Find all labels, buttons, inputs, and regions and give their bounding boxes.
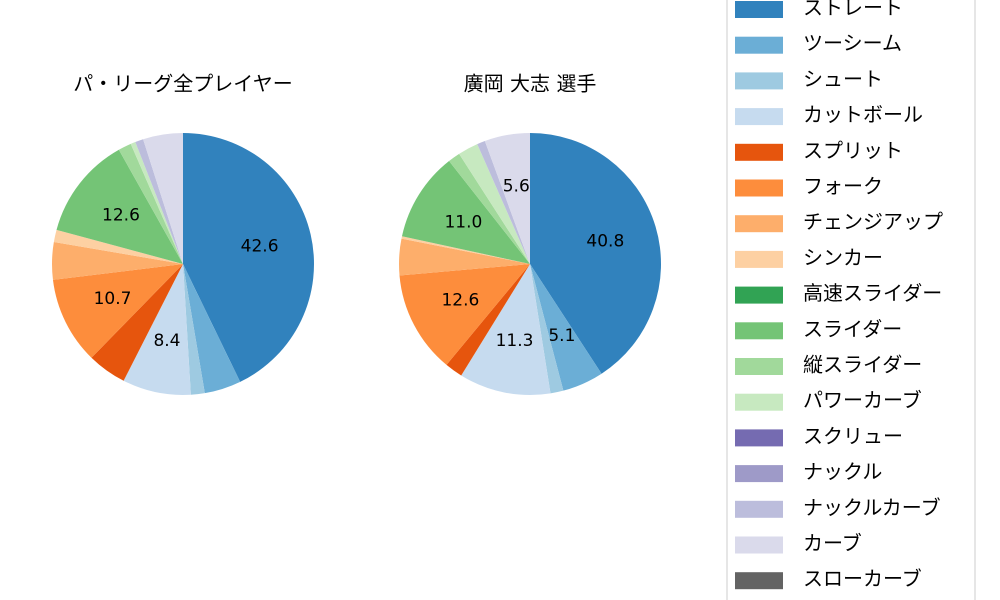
legend-label: ストレート (803, 0, 903, 20)
legend-swatch (735, 536, 783, 554)
chart-title: パ・リーグ全プレイヤー (73, 72, 292, 96)
legend-swatch (735, 358, 783, 375)
pie-slice (130, 141, 183, 264)
slice-label: 12.6 (441, 291, 479, 311)
legend-label: 縦スライダー (803, 353, 922, 377)
slice-label: 8.4 (153, 331, 180, 351)
pie-slice (56, 149, 183, 264)
slice-label: 10.7 (94, 289, 132, 309)
pie-slice (52, 241, 184, 280)
pie-slice (459, 144, 530, 264)
legend-swatch (735, 465, 783, 483)
legend-swatch (735, 572, 783, 590)
legend-label: ナックルカーブ (803, 495, 941, 519)
slice-label: 42.6 (241, 236, 279, 256)
legend-label: カットボール (803, 103, 923, 127)
legend-swatch (735, 179, 783, 197)
legend-label: カーブ (803, 531, 862, 555)
legend-label: スローカーブ (803, 567, 922, 591)
pie-slice (91, 264, 183, 381)
pie-slice (52, 264, 184, 358)
legend-swatch (735, 1, 783, 18)
pie-slice (530, 264, 564, 394)
legend-swatch (735, 322, 783, 340)
legend-label: ツーシーム (803, 31, 902, 55)
pie-slice (461, 264, 551, 396)
legend-box (726, 0, 976, 600)
slice-label: 40.8 (586, 232, 624, 252)
pie-slice (53, 229, 183, 264)
legend-swatch (735, 286, 783, 304)
legend-swatch (735, 108, 783, 126)
legend-label: シュート (803, 67, 883, 91)
legend-swatch (735, 500, 783, 518)
legend-label: パワーカーブ (803, 388, 922, 412)
pie-slice (399, 238, 530, 276)
slice-label: 5.1 (548, 326, 575, 346)
pie-slice (399, 264, 530, 365)
legend-swatch (735, 36, 783, 54)
legend-swatch (735, 143, 783, 161)
legend-label: スライダー (803, 317, 902, 341)
pie-slice (446, 264, 530, 376)
pie-slice (183, 264, 241, 394)
legend-swatch (735, 429, 783, 447)
legend-label: ナックル (803, 460, 882, 484)
pie-slice (183, 264, 205, 395)
pie-slice (183, 133, 315, 382)
pie-slice (123, 264, 191, 395)
pie-slice (449, 153, 530, 264)
pie-slice (477, 141, 530, 264)
chart-title: 廣岡 大志 選手 (464, 72, 597, 96)
slice-label: 11.0 (444, 212, 482, 232)
pie-slice (530, 133, 661, 374)
slice-label: 11.3 (496, 331, 534, 351)
legend-label: スクリュー (803, 424, 903, 448)
legend-label: シンカー (803, 245, 883, 269)
pie-slice (530, 264, 602, 391)
pie-slice (118, 143, 183, 264)
pie-slice (135, 139, 183, 264)
legend-label: 高速スライダー (803, 281, 942, 305)
legend-swatch (735, 215, 783, 233)
pie-slice (401, 236, 530, 264)
legend-swatch (735, 393, 783, 411)
pie-slice (401, 160, 530, 264)
legend-label: チェンジアップ (803, 210, 943, 234)
pie-slice (484, 133, 530, 264)
slice-label: 5.6 (503, 177, 530, 197)
legend-label: フォーク (803, 174, 883, 198)
slice-label: 12.6 (102, 206, 140, 226)
legend-swatch (735, 250, 783, 268)
legend-label: スプリット (803, 138, 903, 162)
pie-slice (143, 133, 183, 264)
legend-swatch (735, 72, 783, 90)
